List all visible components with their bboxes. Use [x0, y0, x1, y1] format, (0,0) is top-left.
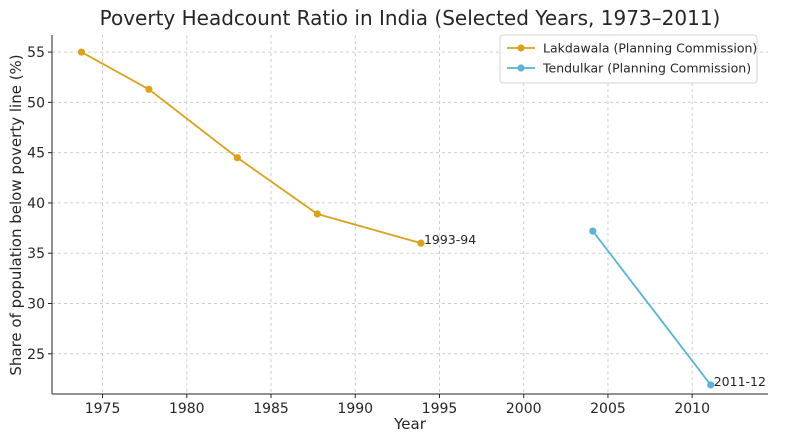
data-point — [233, 154, 241, 162]
x-tick-label: 1980 — [169, 401, 205, 417]
legend: Lakdawala (Planning Commission) Tendulkar… — [499, 34, 758, 84]
axes — [51, 35, 768, 395]
x-axis-label: Year — [393, 415, 427, 433]
x-tick-label: 2010 — [674, 401, 710, 417]
y-tick-label: 55 — [27, 45, 45, 61]
point-annotation: 2011-12 — [714, 374, 766, 389]
data-point — [707, 381, 715, 389]
y-tick-label: 50 — [27, 95, 45, 111]
series-line — [81, 51, 422, 245]
grid — [52, 35, 768, 394]
data-point — [589, 227, 597, 235]
legend-swatch-marker — [517, 44, 525, 52]
y-tick-label: 45 — [27, 146, 45, 162]
legend-label: Tendulkar (Planning Commission) — [542, 61, 751, 76]
series-1 — [77, 48, 425, 247]
y-tick-label: 35 — [27, 246, 45, 262]
series-line — [592, 230, 712, 386]
x-tick-label: 1995 — [422, 401, 458, 417]
chart-title: Poverty Headcount Ratio in India (Select… — [100, 6, 721, 30]
x-tick-label: 2005 — [590, 401, 626, 417]
x-tick-label: 1985 — [253, 401, 289, 417]
data-point — [77, 48, 86, 56]
annotations: 1993-94 2011-12 — [424, 232, 766, 389]
legend-swatch-marker — [517, 64, 525, 72]
y-axis-ticks: 25 30 35 40 45 50 55 — [27, 45, 52, 363]
legend-label: Lakdawala (Planning Commission) — [543, 41, 757, 56]
point-annotation: 1993-94 — [424, 232, 476, 247]
y-tick-label: 30 — [27, 296, 45, 312]
y-tick-label: 40 — [27, 196, 45, 212]
legend-box — [499, 34, 758, 84]
data-point — [313, 210, 321, 218]
x-tick-label: 2000 — [506, 401, 542, 417]
y-tick-label: 25 — [27, 347, 45, 363]
data-point — [145, 85, 153, 93]
data-point — [417, 239, 425, 247]
series-2 — [589, 227, 715, 389]
x-tick-label: 1990 — [337, 401, 373, 417]
x-tick-label: 1975 — [85, 401, 121, 417]
y-axis-label: Share of population below poverty line (… — [7, 54, 25, 375]
x-axis-ticks: 1975 1980 1985 1990 1995 2000 2005 2010 — [85, 394, 710, 417]
series-layer — [77, 48, 715, 389]
